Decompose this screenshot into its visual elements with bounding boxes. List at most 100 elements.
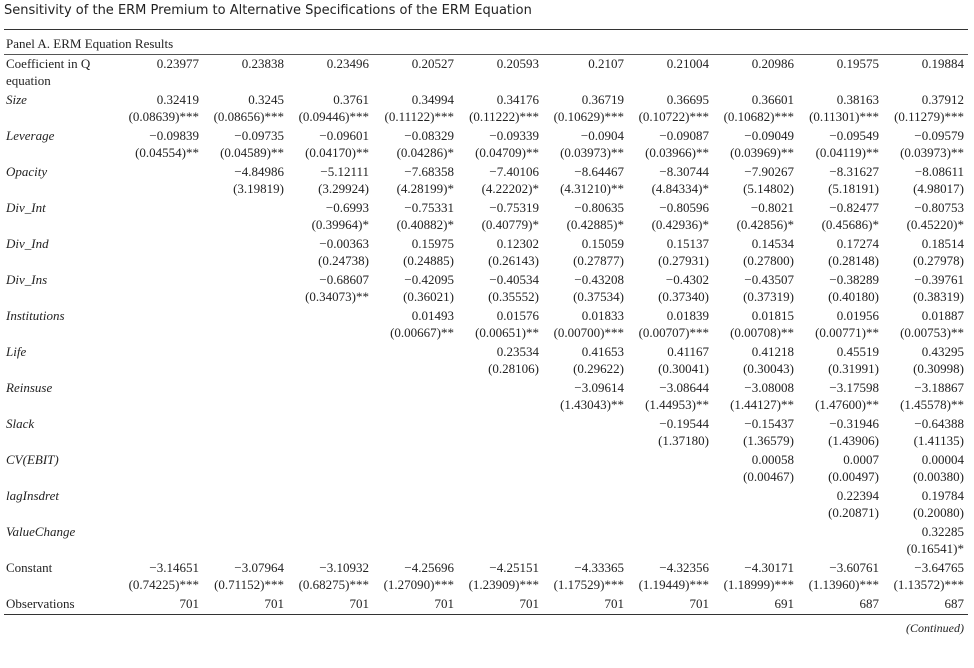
standard-error: (0.16541)* (906, 541, 964, 556)
table-row: Opacity −4.84986 (3.19819) −5.12111 (3.29924… (4, 163, 968, 199)
standard-error: (0.11279)*** (894, 109, 964, 124)
cell: −8.64467 (4.31210)** (543, 163, 628, 199)
cell: −7.90267 (5.14802) (713, 163, 798, 199)
standard-error: (0.45686)* (821, 217, 879, 232)
cell: −3.10932 (0.68275)*** (288, 559, 373, 595)
table-row: ValueChange 0.32285 (0.16541)* (4, 523, 968, 559)
coefficient: 701 (604, 596, 625, 611)
row-label: Opacity (6, 164, 48, 179)
cell: −3.07964 (0.71152)*** (203, 559, 288, 595)
standard-error: (0.27800) (743, 253, 794, 268)
coefficient: 0.34994 (411, 92, 454, 107)
coefficient: 0.2107 (588, 56, 624, 71)
table-row: Coefficient in Q equation 0.23977 0.23838 0… (4, 55, 968, 91)
standard-error: (0.27877) (573, 253, 624, 268)
standard-error: (1.23909)*** (468, 577, 539, 592)
cell: 0.20527 (373, 55, 458, 91)
cell (118, 199, 203, 235)
coefficient: 0.01493 (411, 308, 454, 323)
standard-error: (0.04170)** (305, 145, 369, 160)
cell: −4.84986 (3.19819) (203, 163, 288, 199)
standard-error: (0.10682)*** (723, 109, 794, 124)
cell: 701 (118, 595, 203, 615)
cell: 0.23496 (288, 55, 373, 91)
coefficient: 0.01833 (581, 308, 624, 323)
row-label: CV(EBIT) (6, 452, 59, 467)
coefficient: −3.64765 (914, 560, 964, 575)
cell: 0.00058 (0.00467) (713, 451, 798, 487)
standard-error: (0.04709)** (475, 145, 539, 160)
cell (458, 487, 543, 523)
coefficient: −0.6993 (325, 200, 369, 215)
coefficient: 0.21004 (666, 56, 709, 71)
cell (288, 523, 373, 559)
standard-error: (0.08639)*** (128, 109, 199, 124)
standard-error: (0.40779)* (481, 217, 539, 232)
cell: 0.34994 (0.11122)*** (373, 91, 458, 127)
table-row: Div_Ins −0.68607 (0.34073)** −0.42095 (0.360… (4, 271, 968, 307)
cell: −0.42095 (0.36021) (373, 271, 458, 307)
standard-error: (0.31991) (828, 361, 879, 376)
cell: 0.2107 (543, 55, 628, 91)
standard-error: (0.00467) (743, 469, 794, 484)
cell: −3.18867 (1.45578)** (883, 379, 968, 415)
standard-error: (0.35552) (488, 289, 539, 304)
row-label: Constant (6, 560, 53, 575)
cell: 0.41167 (0.30041) (628, 343, 713, 379)
cell: 0.18514 (0.27978) (883, 235, 968, 271)
panel-label: Panel A. ERM Equation Results (4, 30, 968, 55)
coefficient: −0.75319 (489, 200, 539, 215)
cell (628, 487, 713, 523)
cell: 0.45519 (0.31991) (798, 343, 883, 379)
cell: 0.01493 (0.00667)** (373, 307, 458, 343)
cell: 0.21004 (628, 55, 713, 91)
standard-error: (0.27978) (913, 253, 964, 268)
coefficient: 0.41167 (667, 344, 709, 359)
cell (203, 343, 288, 379)
cell: −0.80596 (0.42936)* (628, 199, 713, 235)
cell: −0.8021 (0.42856)* (713, 199, 798, 235)
coefficient: −3.08008 (744, 380, 794, 395)
cell: −3.09614 (1.43043)** (543, 379, 628, 415)
cell: −0.43208 (0.37534) (543, 271, 628, 307)
standard-error: (4.28199)* (396, 181, 454, 196)
cell (458, 415, 543, 451)
coefficient: −0.09339 (489, 128, 539, 143)
standard-error: (4.31210)** (560, 181, 624, 196)
cell (203, 307, 288, 343)
cell: −0.6993 (0.39964)* (288, 199, 373, 235)
coefficient: 0.32419 (156, 92, 199, 107)
coefficient: 0.19884 (921, 56, 964, 71)
cell (118, 415, 203, 451)
standard-error: (0.26143) (488, 253, 539, 268)
coefficient: −3.17598 (829, 380, 879, 395)
cell: 0.41653 (0.29622) (543, 343, 628, 379)
coefficient: 0.01815 (751, 308, 794, 323)
row-label: ValueChange (6, 524, 76, 539)
standard-error: (0.37319) (743, 289, 794, 304)
coefficient: 0.41653 (581, 344, 624, 359)
coefficient: −0.80635 (574, 200, 624, 215)
table-row: Institutions 0.01493 (0.00667)** 0.01576 (0.… (4, 307, 968, 343)
row-label: lagInsdret (6, 488, 59, 503)
standard-error: (0.00771)** (815, 325, 879, 340)
table-row: Observations 701 701 701 701 701 701 701 691 687 6… (4, 595, 968, 615)
coefficient: −0.82477 (829, 200, 879, 215)
cell: −8.30744 (4.84334)* (628, 163, 713, 199)
standard-error: (0.00667)** (390, 325, 454, 340)
coefficient: 0.23977 (156, 56, 199, 71)
cell: 0.19784 (0.20080) (883, 487, 968, 523)
cell (373, 415, 458, 451)
row-label: Life (6, 344, 27, 359)
coefficient: 0.23838 (241, 56, 284, 71)
cell: −4.32356 (1.19449)*** (628, 559, 713, 595)
cell: 701 (543, 595, 628, 615)
coefficient: −0.75331 (404, 200, 454, 215)
cell (713, 523, 798, 559)
coefficient: −5.12111 (320, 164, 369, 179)
coefficient: −0.09735 (234, 128, 284, 143)
cell: −0.09339 (0.04709)** (458, 127, 543, 163)
cell (543, 415, 628, 451)
cell (118, 343, 203, 379)
